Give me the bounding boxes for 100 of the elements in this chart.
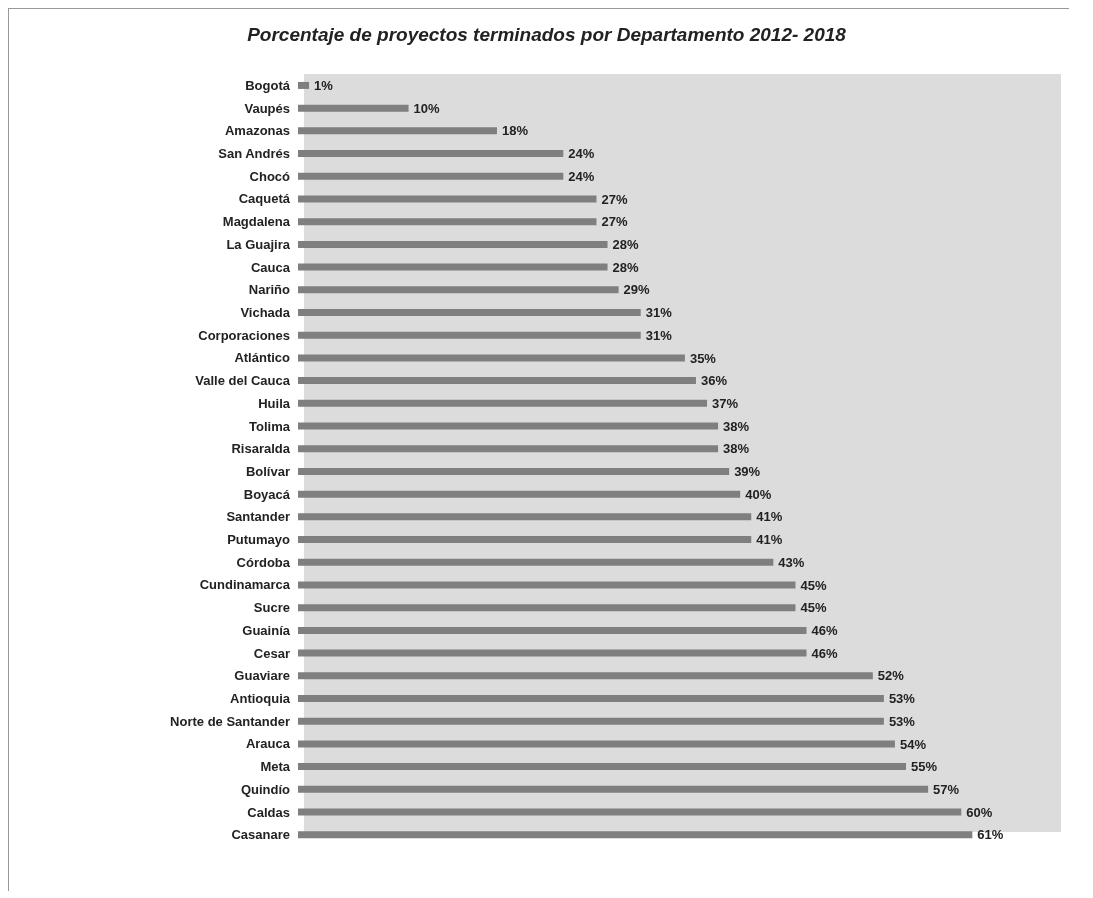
- data-label: 35%: [689, 350, 717, 366]
- y-tick-label: Bogotá: [245, 77, 291, 93]
- data-label: 52%: [877, 668, 905, 684]
- y-tick-label: Cauca: [250, 259, 291, 275]
- bar: [298, 604, 796, 612]
- y-tick-label: Casanare: [231, 827, 290, 843]
- bar: [298, 240, 608, 248]
- data-label: 41%: [756, 509, 783, 525]
- bar: [298, 331, 641, 339]
- bar: [298, 581, 796, 589]
- bar: [298, 104, 409, 112]
- bar: [298, 536, 752, 544]
- data-label: 55%: [911, 759, 938, 775]
- data-label: 24%: [568, 168, 595, 184]
- y-tick-label: Valle del Cauca: [195, 373, 291, 389]
- data-label: 38%: [723, 418, 750, 434]
- bar: [298, 218, 597, 226]
- bar: [298, 831, 973, 839]
- bar: [298, 740, 895, 748]
- y-tick-label: Risaralda: [231, 441, 291, 457]
- y-tick-label: Guaviare: [234, 668, 290, 684]
- bar: [298, 354, 685, 362]
- bar: [298, 649, 807, 657]
- data-label: 61%: [977, 827, 1004, 843]
- bar: [298, 286, 619, 294]
- bar: [298, 422, 719, 430]
- data-label: 10%: [413, 100, 441, 116]
- y-tick-label: La Guajira: [226, 236, 291, 252]
- y-tick-label: Vaupés: [244, 100, 290, 116]
- bar: [298, 467, 730, 475]
- data-label: 45%: [800, 577, 827, 593]
- bar: [298, 490, 741, 498]
- data-label: 54%: [899, 736, 927, 752]
- data-label: 1%: [314, 78, 334, 94]
- data-label: 24%: [568, 146, 595, 162]
- bar: [298, 626, 807, 634]
- data-label: 18%: [501, 123, 529, 139]
- y-tick-label: Cesar: [253, 645, 290, 661]
- data-label: 27%: [601, 191, 628, 207]
- y-tick-label: Nariño: [248, 282, 291, 298]
- bar: [298, 717, 884, 725]
- bar: [298, 377, 696, 385]
- y-tick-label: Santander: [226, 509, 290, 525]
- y-tick-label: San Andrés: [218, 146, 290, 162]
- bar: [298, 763, 907, 771]
- y-tick-label: Quindío: [240, 781, 291, 797]
- bar: [298, 195, 597, 203]
- chart-title: Porcentaje de proyectos terminados por Departamento 2012- 2018: [246, 24, 847, 46]
- y-tick-label: Magdalena: [222, 214, 291, 230]
- bar: [298, 808, 962, 816]
- bar: [298, 309, 641, 317]
- data-label: 37%: [712, 395, 739, 411]
- y-tick-label: Norte de Santander: [170, 713, 290, 729]
- data-label: 53%: [888, 691, 916, 707]
- bar: [298, 513, 752, 521]
- data-label: 27%: [601, 214, 628, 230]
- bar: [298, 399, 708, 407]
- data-label: 46%: [811, 645, 838, 661]
- y-tick-label: Huila: [258, 395, 291, 411]
- bar: [298, 695, 884, 703]
- data-label: 29%: [623, 282, 651, 298]
- data-label: 45%: [800, 600, 827, 616]
- y-tick-label: Vichada: [240, 305, 291, 321]
- bar: [298, 81, 310, 89]
- data-label: 31%: [645, 305, 673, 321]
- data-label: 36%: [700, 373, 728, 389]
- bar: [298, 558, 774, 566]
- data-label: 43%: [778, 554, 805, 570]
- y-tick-label: Sucre: [253, 600, 290, 616]
- bar: [298, 445, 719, 453]
- data-label: 39%: [734, 464, 761, 480]
- data-label: 28%: [612, 259, 639, 275]
- data-label: 31%: [645, 327, 673, 343]
- data-label: 38%: [723, 441, 750, 457]
- y-tick-label: Boyacá: [243, 486, 291, 502]
- data-label: 46%: [811, 623, 838, 638]
- y-tick-label: Caldas: [247, 804, 290, 820]
- y-tick-label: Amazonas: [224, 123, 290, 139]
- y-tick-label: Caquetá: [238, 191, 291, 207]
- bar: [298, 672, 873, 680]
- data-label: 57%: [933, 781, 960, 797]
- data-label: 60%: [966, 804, 993, 820]
- data-label: 53%: [888, 713, 916, 729]
- y-tick-label: Arauca: [245, 736, 291, 752]
- y-tick-label: Chocó: [249, 168, 291, 184]
- y-tick-label: Tolima: [249, 418, 291, 434]
- y-tick-label: Guainía: [242, 622, 291, 638]
- data-label: 40%: [745, 486, 772, 502]
- bar: [298, 172, 564, 180]
- y-tick-label: Putumayo: [227, 532, 291, 548]
- bar: [298, 785, 929, 793]
- bar: [298, 150, 564, 158]
- y-tick-label: Antioquia: [230, 691, 291, 707]
- y-tick-label: Córdoba: [236, 554, 291, 570]
- data-label: 41%: [756, 532, 783, 548]
- y-tick-label: Corporaciones: [198, 327, 290, 343]
- y-tick-label: Cundinamarca: [199, 577, 291, 593]
- data-label: 28%: [612, 237, 639, 252]
- bar: [298, 127, 497, 135]
- y-tick-label: Atlántico: [234, 350, 291, 366]
